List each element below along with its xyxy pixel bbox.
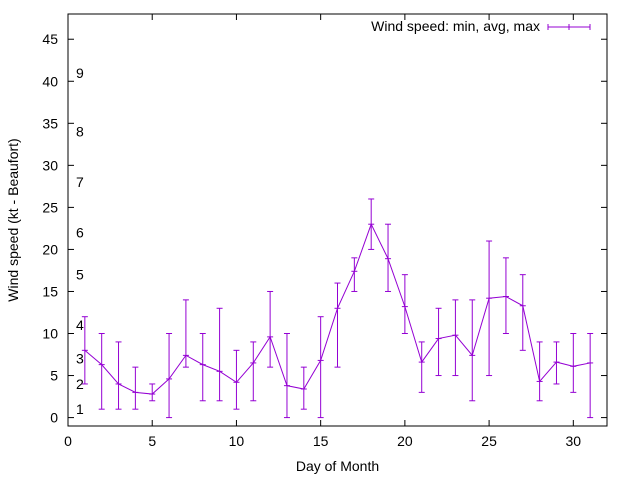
beaufort-label: 8 bbox=[76, 124, 84, 140]
beaufort-label: 9 bbox=[76, 65, 84, 81]
x-tick-label: 15 bbox=[313, 433, 329, 449]
x-tick-label: 30 bbox=[566, 433, 582, 449]
beaufort-labels: 1 2 3 4 5 6 7 8 9 bbox=[76, 65, 84, 417]
y-axis-label: Wind speed (kt - Beaufort) bbox=[5, 138, 21, 301]
beaufort-label: 7 bbox=[76, 174, 84, 190]
avg-line-layer bbox=[84, 222, 591, 395]
legend-errorbar-sample bbox=[547, 24, 591, 30]
x-axis-label: Day of Month bbox=[296, 458, 379, 474]
y-tick-label: 30 bbox=[42, 157, 58, 173]
x-tick-label: 5 bbox=[148, 433, 156, 449]
avg-line bbox=[84, 222, 591, 395]
beaufort-label: 2 bbox=[76, 376, 84, 392]
plot-border bbox=[67, 13, 608, 427]
beaufort-label: 4 bbox=[76, 317, 84, 333]
y-tick-label: 10 bbox=[42, 326, 58, 342]
y-tick-label: 25 bbox=[42, 199, 58, 215]
y-tick-label: 40 bbox=[42, 73, 58, 89]
beaufort-label: 3 bbox=[76, 351, 84, 367]
beaufort-label: 5 bbox=[76, 267, 84, 283]
y-tick-label: 0 bbox=[50, 410, 58, 426]
x-tick-label: 0 bbox=[64, 433, 72, 449]
y-tick-label: 45 bbox=[42, 31, 58, 47]
beaufort-label: 6 bbox=[76, 225, 84, 241]
y-tick-label: 5 bbox=[50, 368, 58, 384]
x-tick-label: 20 bbox=[397, 433, 413, 449]
legend-label: Wind speed: min, avg, max bbox=[371, 18, 540, 34]
legend: Wind speed: min, avg, max bbox=[371, 18, 591, 34]
y-tick-label: 20 bbox=[42, 241, 58, 257]
y-tick-label: 15 bbox=[42, 283, 58, 299]
x-tick-label: 25 bbox=[481, 433, 497, 449]
x-tick-label: 10 bbox=[229, 433, 245, 449]
axis-ticks bbox=[67, 14, 607, 426]
beaufort-label: 1 bbox=[76, 401, 84, 417]
y-tick-label: 35 bbox=[42, 115, 58, 131]
